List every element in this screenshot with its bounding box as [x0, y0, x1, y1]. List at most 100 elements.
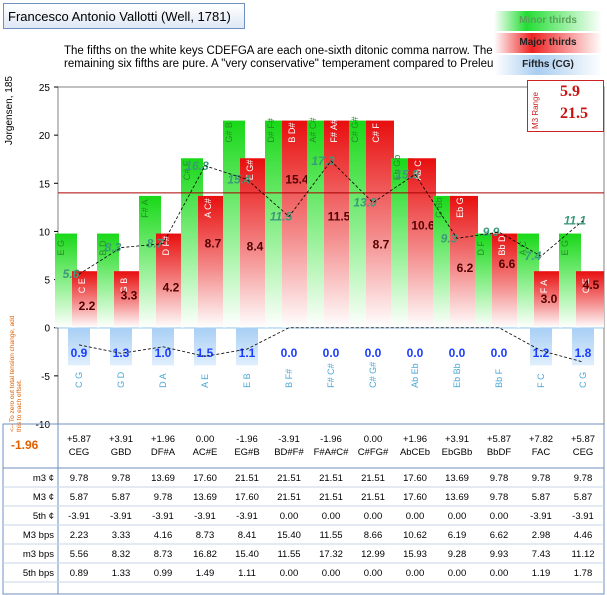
table-row-label: M3 ¢ — [33, 492, 54, 503]
fifth-bps-label: 1.3 — [113, 346, 130, 360]
minor-third-bar — [391, 158, 413, 328]
fifth-bar — [110, 327, 132, 366]
table-cell: 17.60 — [193, 473, 217, 484]
table-cell: 9.78 — [112, 473, 131, 484]
minor-third-name: F# A — [140, 199, 150, 218]
table-cell: 5.87 — [112, 492, 131, 503]
table-cell: 0.00 — [364, 568, 383, 579]
table-cell: -3.91 — [194, 511, 216, 522]
m3-range-label: M3 Range — [531, 92, 540, 129]
minor-third-bar — [475, 233, 497, 328]
table-cell: -3.91 — [530, 511, 552, 522]
fifth-name: F C — [536, 373, 546, 388]
offset-label: +5.87 — [571, 434, 595, 445]
table-cell: 11.55 — [277, 549, 300, 560]
offset-label: +3.91 — [445, 434, 469, 445]
y-tick-label: 20 — [39, 131, 51, 142]
major-third-name: C E — [581, 278, 591, 293]
legend-major-thirds: Major thirds — [494, 33, 602, 53]
major-third-name: F A — [539, 280, 549, 294]
table-cell: 6.19 — [448, 530, 467, 541]
table-cell: 1.19 — [532, 568, 551, 579]
fifth-bps-label: 0.0 — [491, 346, 508, 360]
y-tick-label: 5 — [44, 276, 50, 287]
major-third-name: Ab C — [413, 160, 423, 181]
major-third-bar — [324, 120, 352, 328]
table-cell: 13.69 — [445, 492, 469, 503]
table-cell: 9.78 — [154, 492, 173, 503]
table-cell: 1.49 — [196, 568, 215, 579]
minor-bps-label: 8.3 — [105, 241, 122, 255]
fifth-bps-label: 1.8 — [575, 346, 592, 360]
table-cell: 21.51 — [277, 473, 301, 484]
y-tick-label: 15 — [39, 179, 51, 190]
minor-third-name: A C — [518, 241, 528, 256]
minor-third-bar — [139, 195, 161, 328]
table-cell: -3.91 — [572, 511, 594, 522]
table-cell: 8.73 — [196, 530, 215, 541]
table-cell: 0.00 — [490, 511, 509, 522]
minor-third-bar — [223, 120, 245, 328]
key-label: EG#B — [234, 447, 259, 458]
fifth-bps-label: 0.0 — [323, 346, 340, 360]
major-bps-label: 6.2 — [457, 261, 474, 275]
major-bps-label: 6.6 — [499, 257, 516, 271]
minor-bps-label: 7.4 — [525, 249, 542, 263]
fifth-name: E B — [242, 373, 252, 388]
table-cell: 4.16 — [154, 530, 173, 541]
fifth-name: F# C# — [326, 363, 336, 388]
table-cell: 0.00 — [280, 568, 299, 579]
minor-bps-label: 11.1 — [564, 214, 587, 228]
fifth-bar — [530, 327, 552, 366]
table-cell: 21.51 — [319, 492, 343, 503]
table-cell: 17.32 — [319, 549, 343, 560]
major-bps-label: 8.7 — [373, 237, 390, 251]
minor-bps-label: 5.6 — [63, 267, 80, 281]
table-cell: 5.87 — [70, 492, 89, 503]
table-cell: 15.40 — [235, 549, 259, 560]
legend-minor-thirds: Minor thirds — [494, 11, 602, 31]
minor-third-name: B D — [98, 240, 108, 256]
table-row-label: m3 bps — [23, 549, 54, 560]
offset-label: +1.96 — [151, 434, 175, 445]
fifth-bps-label: 1.2 — [533, 346, 550, 360]
offset-label: +5.87 — [487, 434, 511, 445]
table-cell: 13.69 — [193, 492, 217, 503]
table-cell: 17.60 — [235, 492, 259, 503]
offset-note: <-- To zero out total tension change, ad… — [9, 315, 23, 432]
table-cell: 1.11 — [238, 568, 256, 579]
table-cell: 8.32 — [112, 549, 131, 560]
table-frame — [2, 423, 605, 595]
minor-third-name: D# F# — [266, 118, 276, 143]
table-cell: 0.89 — [70, 568, 89, 579]
fifth-bps-curve — [78, 327, 584, 363]
table-cell: 2.23 — [70, 530, 89, 541]
major-third-bar — [282, 120, 310, 328]
minor-third-bar — [349, 120, 371, 328]
table-cell: 8.73 — [154, 549, 173, 560]
minor-third-name: E G — [560, 240, 570, 256]
table-cell: 9.93 — [490, 549, 509, 560]
table-cell: 0.99 — [154, 568, 173, 579]
fifth-name: G D — [116, 371, 126, 388]
major-bps-label: 2.2 — [79, 299, 96, 313]
major-bps-label: 10.6 — [411, 218, 435, 232]
table-cell: 0.00 — [490, 568, 509, 579]
major-third-name: Eb G — [455, 197, 465, 218]
m3-range-min: 5.9 — [560, 83, 580, 100]
table-cell: 3.33 — [112, 530, 131, 541]
major-third-name: E G# — [245, 160, 255, 181]
major-third-bar — [156, 233, 184, 328]
fifth-bar — [68, 327, 90, 366]
minor-third-name: G# B — [224, 122, 234, 143]
fifth-bps-label: 0.0 — [281, 346, 298, 360]
major-third-bar — [408, 158, 436, 328]
table-cell: -3.91 — [68, 511, 90, 522]
major-bps-label: 4.5 — [583, 278, 600, 292]
major-third-bar — [576, 271, 604, 328]
minor-third-bar — [55, 233, 77, 328]
key-label: BD#F# — [274, 447, 304, 458]
key-label: FAC — [532, 447, 551, 458]
table-cell: 10.62 — [403, 530, 427, 541]
